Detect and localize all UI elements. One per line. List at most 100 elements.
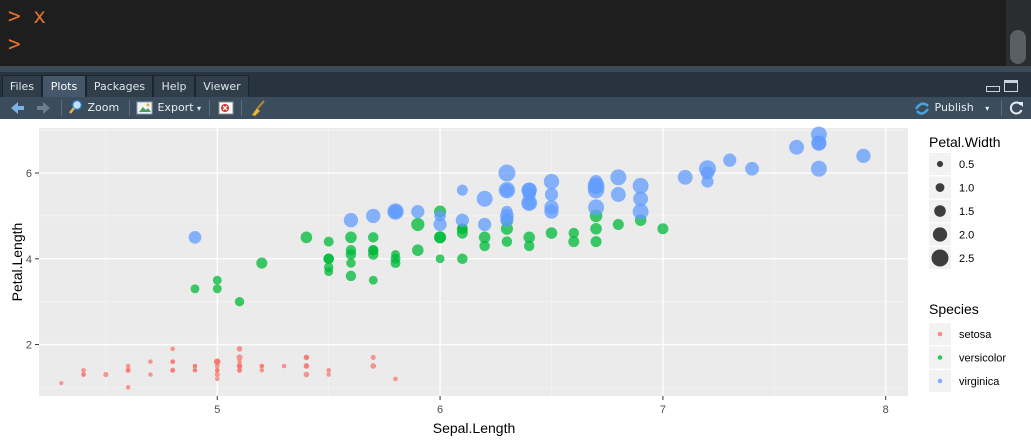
setosa-point xyxy=(326,372,331,377)
setosa-point xyxy=(281,363,287,369)
versicolor-point xyxy=(545,227,558,239)
refresh-icon xyxy=(1009,101,1023,115)
toolbar-divider xyxy=(209,100,210,116)
magnifier-icon xyxy=(69,99,83,114)
setosa-point xyxy=(125,363,131,369)
virginica-point xyxy=(632,177,649,194)
y-axis-title: Petal.Length xyxy=(9,223,25,302)
versicolor-point xyxy=(478,231,491,244)
console-prompt[interactable]: > xyxy=(8,32,21,56)
setosa-point xyxy=(304,355,309,360)
versicolor-point xyxy=(501,236,513,247)
virginica-point xyxy=(723,153,737,167)
tab-files[interactable]: Files xyxy=(2,75,42,97)
virginica-point xyxy=(498,181,516,199)
setosa-point xyxy=(103,372,109,378)
y-tick-label: 2 xyxy=(26,340,32,352)
setosa-point xyxy=(125,385,131,390)
setosa-point xyxy=(370,354,376,360)
versicolor-point xyxy=(300,231,313,244)
setosa-point xyxy=(237,359,242,364)
versicolor-point xyxy=(612,218,624,231)
zoom-button[interactable]: Zoom xyxy=(68,97,119,119)
back-button[interactable] xyxy=(8,97,26,119)
broom-icon xyxy=(251,100,265,117)
setosa-legend-key xyxy=(937,331,943,337)
export-menu-button[interactable]: Export ▾ xyxy=(136,97,201,119)
setosa-point xyxy=(259,368,265,373)
tab-plots[interactable]: Plots xyxy=(42,75,86,97)
export-label: Export xyxy=(157,101,194,114)
versicolor-point xyxy=(479,240,490,252)
versicolor-point xyxy=(190,284,200,294)
tab-viewer[interactable]: Viewer xyxy=(195,75,249,97)
virginica-point xyxy=(188,231,202,244)
setosa-point xyxy=(303,363,310,369)
versicolor-point xyxy=(457,253,468,265)
versicolor-point xyxy=(412,244,424,256)
virginica-point xyxy=(343,213,359,228)
console-line: > x xyxy=(8,4,46,28)
versicolor-point xyxy=(435,254,445,264)
clear-plots-button[interactable] xyxy=(249,97,267,119)
versicolor-legend-key xyxy=(937,355,943,360)
minimize-pane-icon[interactable] xyxy=(986,86,1000,92)
setosa-point xyxy=(148,359,153,364)
size-legend-key xyxy=(932,227,948,242)
pane-splitter[interactable] xyxy=(0,66,1031,72)
publish-button[interactable]: Publish ▾ xyxy=(913,97,989,119)
y-tick-label: 4 xyxy=(26,254,32,266)
toolbar-divider xyxy=(61,100,62,116)
x-tick-label: 5 xyxy=(214,404,220,416)
setosa-point xyxy=(370,363,377,369)
data-points xyxy=(59,126,871,390)
setosa-point xyxy=(148,372,153,377)
forward-button[interactable] xyxy=(35,97,53,119)
setosa-point xyxy=(236,354,243,361)
setosa-point xyxy=(170,359,175,364)
versicolor-point xyxy=(212,275,222,285)
versicolor-point xyxy=(568,227,580,239)
x-tick-label: 6 xyxy=(437,404,443,416)
minor-grid xyxy=(39,128,908,396)
tab-help[interactable]: Help xyxy=(153,75,195,97)
tab-packages[interactable]: Packages xyxy=(86,75,153,97)
pane-window-controls xyxy=(986,80,1026,94)
plot-panel xyxy=(39,128,908,396)
remove-plot-button[interactable] xyxy=(217,97,235,119)
maximize-pane-icon[interactable] xyxy=(1004,80,1018,92)
setosa-point xyxy=(303,371,310,378)
versicolor-point xyxy=(346,258,356,268)
virginica-point xyxy=(544,187,559,202)
setosa-point xyxy=(170,367,176,373)
virginica-point xyxy=(633,191,649,207)
publish-label: Publish xyxy=(934,101,974,114)
virginica-point xyxy=(456,184,468,196)
console-pane[interactable]: > x > xyxy=(0,0,1031,68)
versicolor-point xyxy=(367,232,379,243)
remove-plot-icon xyxy=(218,101,234,115)
console-scrollbar-thumb[interactable] xyxy=(1010,30,1026,64)
versicolor-point xyxy=(590,236,602,248)
arrow-right-icon xyxy=(37,102,50,114)
versicolor-point xyxy=(345,244,357,256)
size-legend-label: 1.0 xyxy=(959,183,974,195)
versicolor-point xyxy=(523,240,535,252)
toolbar-divider xyxy=(1001,100,1002,116)
versicolor-point xyxy=(367,249,379,260)
image-icon xyxy=(136,101,153,115)
virginica-point xyxy=(610,187,626,202)
size-legend-label: 0.5 xyxy=(959,159,974,171)
virginica-point xyxy=(811,135,827,151)
setosa-point xyxy=(214,376,220,382)
virginica-point xyxy=(544,200,559,215)
setosa-point xyxy=(192,368,197,373)
setosa-point xyxy=(81,368,86,373)
chevron-down-icon: ▾ xyxy=(197,104,202,113)
virginica-point xyxy=(543,173,560,190)
setosa-point xyxy=(236,346,243,352)
refresh-button[interactable] xyxy=(1007,97,1025,119)
x-axis-title: Sepal.Length xyxy=(433,420,516,436)
virginica-point xyxy=(610,169,627,186)
toolbar-divider xyxy=(241,100,242,116)
